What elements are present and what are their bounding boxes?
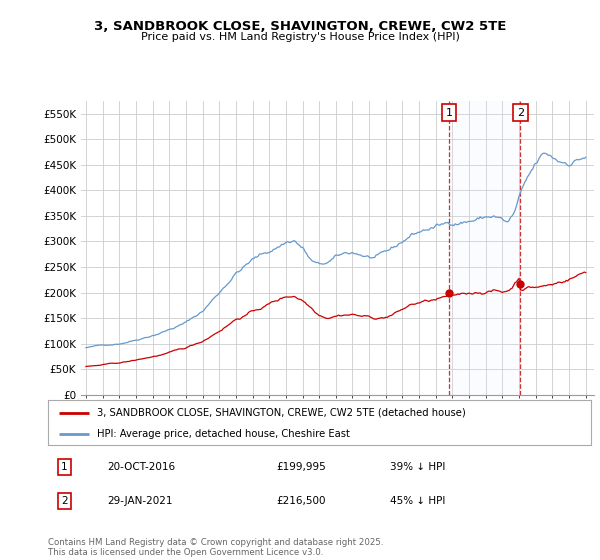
Text: 3, SANDBROOK CLOSE, SHAVINGTON, CREWE, CW2 5TE: 3, SANDBROOK CLOSE, SHAVINGTON, CREWE, C… [94, 20, 506, 32]
Text: Price paid vs. HM Land Registry's House Price Index (HPI): Price paid vs. HM Land Registry's House … [140, 32, 460, 43]
Text: 1: 1 [61, 462, 68, 472]
Text: 1: 1 [445, 108, 452, 118]
Text: 45% ↓ HPI: 45% ↓ HPI [390, 496, 445, 506]
Text: HPI: Average price, detached house, Cheshire East: HPI: Average price, detached house, Ches… [97, 429, 350, 439]
Text: 2: 2 [61, 496, 68, 506]
Text: 39% ↓ HPI: 39% ↓ HPI [390, 462, 445, 472]
Text: Contains HM Land Registry data © Crown copyright and database right 2025.
This d: Contains HM Land Registry data © Crown c… [48, 538, 383, 557]
Text: 29-JAN-2021: 29-JAN-2021 [108, 496, 173, 506]
Text: 20-OCT-2016: 20-OCT-2016 [108, 462, 176, 472]
Text: 3, SANDBROOK CLOSE, SHAVINGTON, CREWE, CW2 5TE (detached house): 3, SANDBROOK CLOSE, SHAVINGTON, CREWE, C… [97, 408, 466, 418]
Text: £216,500: £216,500 [276, 496, 326, 506]
Bar [449, 101, 520, 395]
Text: £199,995: £199,995 [276, 462, 326, 472]
Text: 2: 2 [517, 108, 524, 118]
